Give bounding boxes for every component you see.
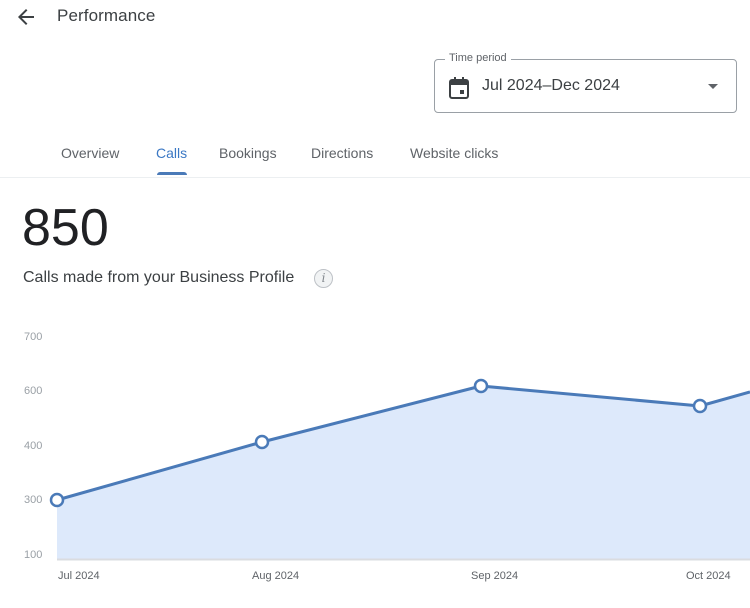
page-title: Performance [57,6,156,25]
header: Performance [0,0,750,34]
x-tick: Aug 2024 [252,570,300,582]
data-point-aug[interactable] [254,434,270,450]
tab-website-clicks[interactable]: Website clicks [410,145,499,161]
metric-tabs: Overview Calls Bookings Directions Websi… [0,136,750,178]
time-period-select[interactable]: Time period Jul 2024–Dec 2024 [434,52,737,113]
time-period-label: Time period [445,52,511,64]
info-icon[interactable]: i [314,269,333,288]
calendar-icon [449,77,469,99]
back-button[interactable] [14,5,38,29]
arrow-back-icon [18,9,34,25]
tab-calls[interactable]: Calls [156,145,188,161]
arrow-drop-down-icon [708,84,718,89]
metric-description: Calls made from your Business Profile [23,269,295,286]
y-tick: 100 [24,549,43,561]
active-tab-indicator [157,172,187,175]
calls-chart: 700 600 400 300 100 Jul 2024 Aug 2024 Se… [0,320,750,608]
area-chart-plot [49,378,750,561]
data-point-sep[interactable] [473,378,489,394]
tab-overview[interactable]: Overview [61,145,120,161]
calls-total: 850 [22,199,109,257]
x-tick: Oct 2024 [686,570,731,582]
time-period-value: Jul 2024–Dec 2024 [482,77,620,94]
y-tick: 400 [24,440,43,452]
y-tick: 300 [24,494,43,506]
data-point-jul[interactable] [49,492,65,508]
x-tick: Jul 2024 [58,570,100,582]
y-tick: 600 [24,385,43,397]
tab-directions[interactable]: Directions [311,145,374,161]
tab-bookings[interactable]: Bookings [219,145,277,161]
y-tick: 700 [24,331,43,343]
x-tick: Sep 2024 [471,570,519,582]
data-point-oct[interactable] [692,398,708,414]
